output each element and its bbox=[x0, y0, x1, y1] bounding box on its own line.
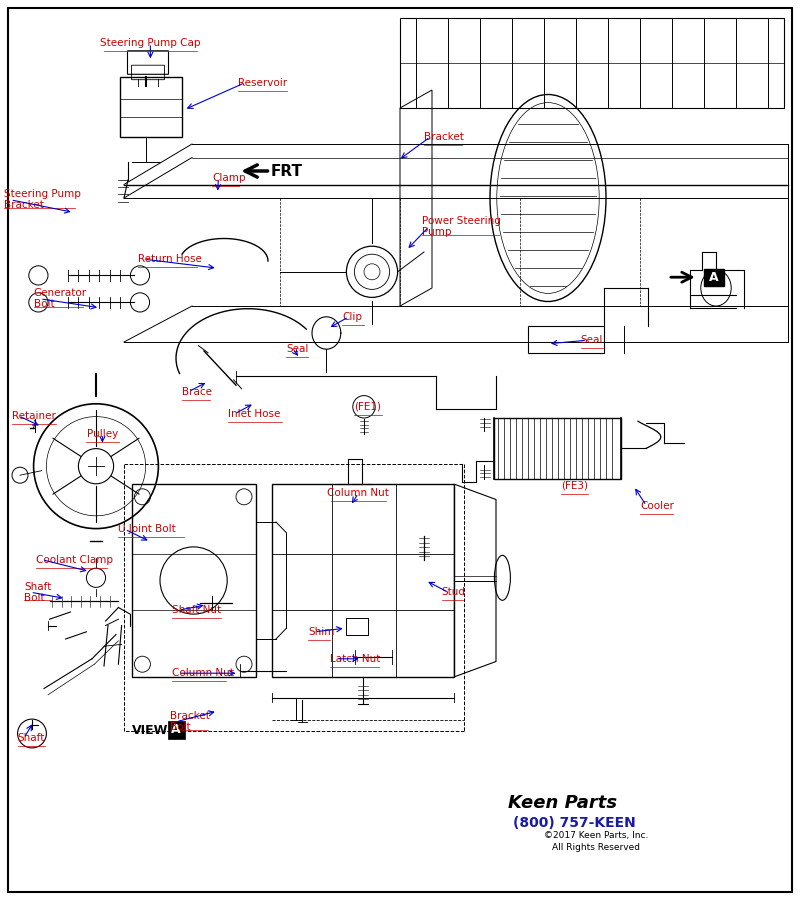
Bar bbox=[528, 326, 604, 353]
Text: Brace: Brace bbox=[182, 386, 213, 397]
Bar bbox=[346, 618, 368, 634]
Text: Column Nut: Column Nut bbox=[172, 668, 234, 679]
FancyBboxPatch shape bbox=[703, 268, 724, 286]
Text: Inlet Hose: Inlet Hose bbox=[228, 409, 280, 419]
Text: Seal: Seal bbox=[286, 344, 309, 355]
Text: Steering Pump
Bracket: Steering Pump Bracket bbox=[4, 189, 81, 211]
Text: Coolant Clamp: Coolant Clamp bbox=[36, 554, 113, 565]
Text: (FE1): (FE1) bbox=[354, 401, 382, 412]
Text: Clip: Clip bbox=[342, 311, 362, 322]
Text: (800) 757-KEEN: (800) 757-KEEN bbox=[513, 815, 636, 830]
Text: Bracket: Bracket bbox=[424, 131, 464, 142]
Text: Shaft Nut: Shaft Nut bbox=[172, 605, 221, 616]
Text: Return Hose: Return Hose bbox=[138, 254, 202, 265]
Text: Clamp: Clamp bbox=[212, 173, 246, 184]
Text: Shim: Shim bbox=[308, 626, 334, 637]
Text: U Joint Bolt: U Joint Bolt bbox=[118, 524, 176, 535]
Text: Reservoir: Reservoir bbox=[238, 77, 287, 88]
Text: Stud: Stud bbox=[442, 587, 466, 598]
FancyBboxPatch shape bbox=[167, 721, 185, 739]
Text: A: A bbox=[709, 271, 718, 284]
Text: Shaft
Bolt: Shaft Bolt bbox=[24, 581, 51, 603]
Text: FRT: FRT bbox=[270, 164, 302, 178]
Text: Power Steering
Pump: Power Steering Pump bbox=[422, 216, 502, 238]
Text: A: A bbox=[171, 724, 181, 736]
Bar bbox=[120, 77, 182, 137]
Bar bbox=[494, 418, 621, 479]
Text: Retainer: Retainer bbox=[12, 410, 56, 421]
Text: Shaft: Shaft bbox=[18, 733, 45, 743]
Text: Seal: Seal bbox=[581, 335, 603, 346]
Text: Steering Pump Cap: Steering Pump Cap bbox=[100, 38, 201, 49]
Text: Column Nut: Column Nut bbox=[327, 488, 390, 499]
Text: Bracket
Bolt: Bracket Bolt bbox=[170, 711, 210, 733]
Text: Cooler: Cooler bbox=[640, 500, 674, 511]
Text: Pulley: Pulley bbox=[86, 428, 118, 439]
Text: (FE3): (FE3) bbox=[561, 481, 588, 491]
Text: VIEW: VIEW bbox=[132, 724, 168, 737]
Text: Keen Parts: Keen Parts bbox=[508, 794, 617, 812]
Text: Generator
Bolt: Generator Bolt bbox=[34, 288, 86, 310]
Text: Latch Nut: Latch Nut bbox=[330, 653, 380, 664]
Text: ©2017 Keen Parts, Inc.
All Rights Reserved: ©2017 Keen Parts, Inc. All Rights Reserv… bbox=[544, 831, 648, 852]
